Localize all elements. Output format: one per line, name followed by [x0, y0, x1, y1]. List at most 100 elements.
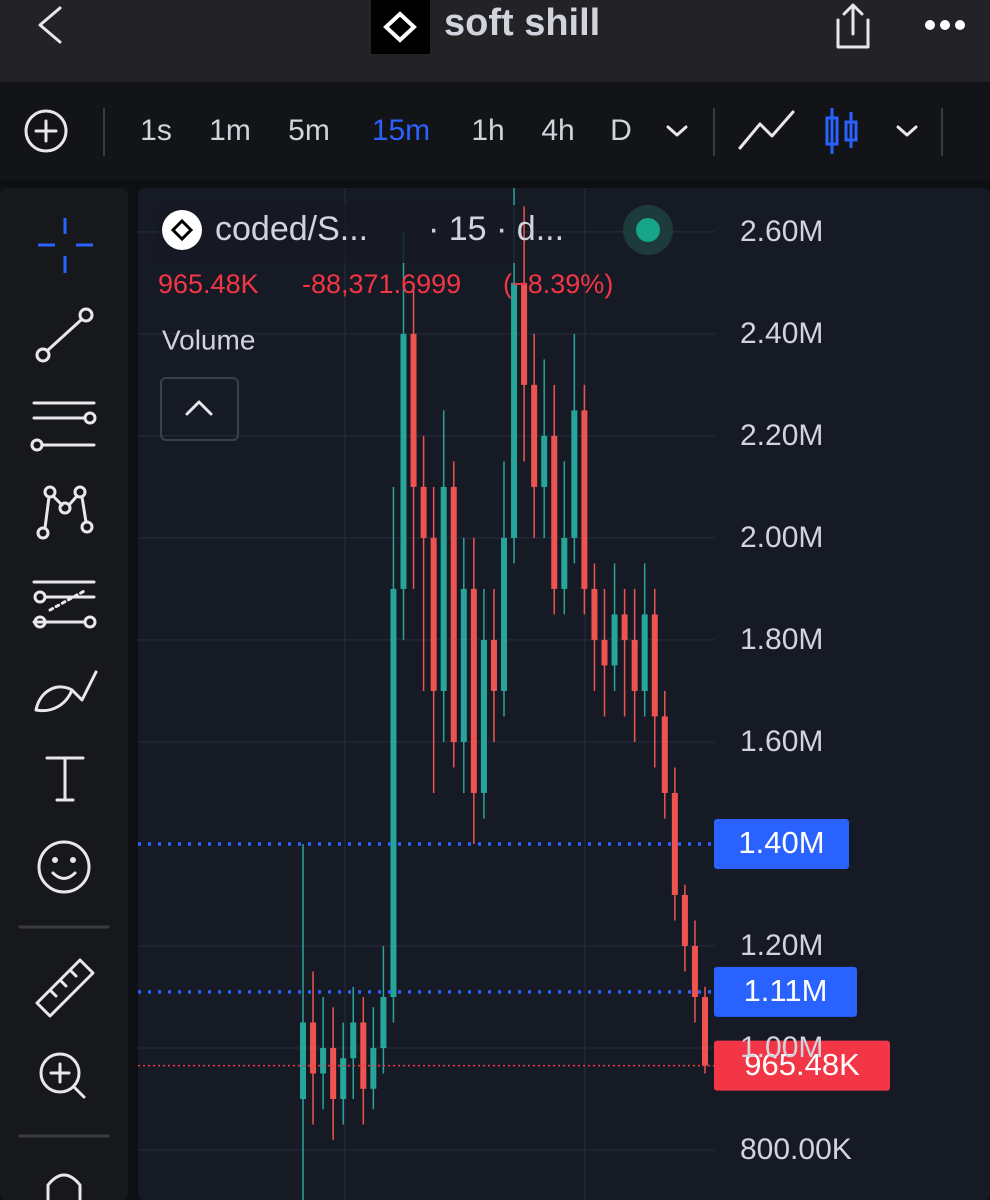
back-button[interactable] — [38, 6, 62, 44]
zoom-tool[interactable] — [39, 1052, 86, 1099]
collapse-icon — [185, 400, 213, 416]
y-tick-label: 1.20M — [740, 929, 823, 962]
y-tick-label: 1.00M — [740, 1031, 823, 1064]
interval-list: 1s 1m 5m 15m 1h 4h D — [140, 114, 632, 147]
more-button[interactable] — [925, 20, 965, 30]
change-percent: (−8.39%) — [503, 269, 613, 299]
y-tick-label: 800.00K — [740, 1133, 852, 1166]
price-label-box — [714, 966, 857, 1017]
symbol-logo — [162, 210, 202, 250]
candle-body — [330, 1047, 337, 1100]
candle-body — [420, 486, 427, 538]
vertical-grid — [344, 188, 586, 1200]
chart-panel — [138, 188, 990, 1200]
candle-body — [490, 639, 497, 691]
logo-mark — [383, 11, 417, 43]
candle-body — [410, 333, 417, 487]
y-tick-label: 1.60M — [740, 725, 823, 758]
horizontal-lines-tool[interactable] — [30, 401, 97, 452]
price-label: 1.11M — [744, 973, 828, 1008]
candle-body — [360, 1022, 367, 1089]
price-lines: 1.40M 1.11M 965.48K — [138, 818, 890, 1091]
candle-body — [320, 1047, 327, 1074]
interval-button[interactable]: 1s — [140, 114, 172, 147]
y-tick-label: 2.00M — [740, 521, 823, 554]
price-label-box — [714, 818, 849, 869]
add-symbol-button[interactable] — [24, 109, 68, 153]
candle-body — [470, 588, 477, 793]
candle-body — [300, 1022, 306, 1100]
candle-body — [521, 282, 528, 385]
candle-body — [460, 588, 467, 742]
fib-tool[interactable] — [32, 580, 97, 629]
brush-tool[interactable] — [34, 670, 98, 713]
interval-button[interactable]: D — [610, 114, 632, 147]
candle-body — [581, 410, 588, 589]
emoji-tool[interactable] — [37, 840, 91, 894]
lock-tool[interactable] — [46, 1173, 82, 1200]
change: -88,371.6999 — [302, 269, 461, 299]
candle-body — [480, 639, 487, 793]
symbol-logo-mark — [170, 218, 194, 242]
candle-body — [621, 614, 628, 640]
symbol[interactable]: coded/S... — [215, 210, 368, 248]
status-dot — [636, 218, 660, 242]
candle-body — [702, 996, 708, 1066]
interval-dropdown[interactable] — [666, 125, 688, 137]
candle-body — [671, 792, 678, 895]
header-bar — [0, 0, 990, 82]
price-label-box — [714, 1040, 890, 1091]
price-axis: 2.60M 2.40M 2.20M 2.00M 1.80M 1.60M 1.20M 1.00M… — [740, 215, 852, 1166]
candle-body — [691, 945, 698, 997]
candle-body — [591, 588, 598, 640]
y-tick-label: 1.80M — [740, 623, 823, 656]
chart-type-dropdown[interactable] — [896, 125, 918, 137]
interval-button[interactable]: 1h — [471, 114, 504, 147]
candle-body — [310, 1022, 317, 1074]
candle-body — [390, 588, 397, 997]
candle-body — [561, 537, 568, 589]
y-tick-label: 2.60M — [740, 215, 823, 248]
last-price: 965.48K — [158, 269, 259, 299]
candle-body — [511, 282, 518, 538]
candle-body — [601, 639, 608, 666]
legend-bg — [157, 205, 517, 263]
pattern-tool[interactable] — [36, 485, 94, 540]
candle-body — [661, 716, 668, 793]
candle-body — [340, 1058, 347, 1100]
y-tick-label: 2.40M — [740, 317, 823, 350]
interval-button[interactable]: 5m — [288, 114, 330, 147]
candle-body — [531, 384, 538, 487]
candle-body — [370, 1047, 377, 1089]
candle-body — [631, 639, 638, 691]
candle-chart-button[interactable] — [825, 108, 858, 154]
candle-body — [551, 435, 558, 589]
text-tool[interactable] — [45, 756, 85, 802]
interval-button[interactable]: 15m — [372, 114, 430, 147]
interval-button[interactable]: 4h — [541, 114, 574, 147]
indicator-label[interactable]: Volume — [162, 324, 255, 355]
candle-body — [651, 614, 658, 717]
share-button[interactable] — [836, 3, 870, 49]
line-chart-button[interactable] — [738, 110, 795, 150]
interval-label: · 15 · d... — [428, 210, 564, 248]
toolbar — [0, 82, 990, 180]
candle-body — [440, 486, 447, 691]
candle-body — [350, 1022, 357, 1059]
legend: coded/S... · 15 · d... 965.48K -88,371.6… — [157, 205, 673, 441]
header-title: soft shill — [444, 2, 600, 44]
trend-line-tool[interactable] — [35, 307, 94, 363]
collapse-button[interactable] — [160, 377, 239, 441]
interval-button[interactable]: 1m — [209, 114, 251, 147]
candle-body — [681, 894, 688, 946]
drawing-toolbar — [0, 188, 128, 1200]
candle-body — [450, 486, 457, 742]
candle-body — [430, 537, 437, 691]
crosshair-tool[interactable] — [38, 218, 93, 273]
ruler-tool[interactable] — [35, 958, 95, 1018]
candle-body — [380, 996, 387, 1048]
candle-body — [571, 410, 578, 538]
candle-body — [611, 614, 618, 666]
